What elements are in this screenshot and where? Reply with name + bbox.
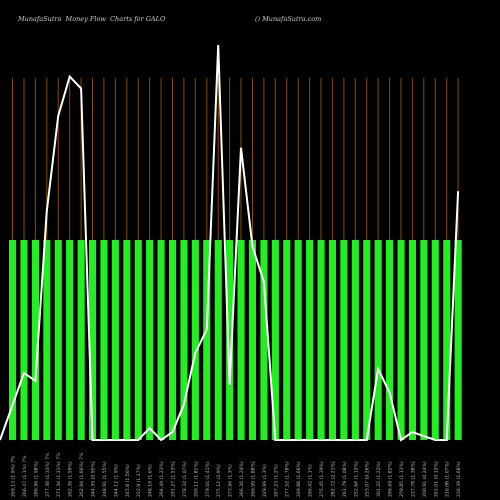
x-tick-label: 275.45 (1.39%) — [319, 461, 325, 497]
x-tick-label: 252.64 (1.12%) — [353, 461, 359, 497]
x-tick-label: 262.36 (1.99%) — [68, 461, 74, 497]
money-flow-bar — [191, 240, 199, 440]
money-flow-bar — [340, 240, 348, 440]
money-flow-bar — [66, 240, 74, 440]
x-tick-label: 222.9 (1.17%) — [136, 464, 142, 497]
money-flow-bar — [443, 240, 451, 440]
money-flow-bar — [20, 240, 28, 440]
money-flow-bar — [100, 240, 108, 440]
x-tick-label: 266.42 (1.1%) — [308, 464, 314, 497]
x-tick-label: 279.04 (1.41%) — [205, 461, 211, 497]
money-flow-bar — [146, 240, 154, 440]
money-flow-bars — [9, 240, 462, 440]
x-tick-label: 296.69 (1.82%) — [388, 461, 394, 497]
x-tick-label: 261.79 (1.08%) — [342, 461, 348, 497]
grid-lines — [12, 78, 459, 240]
money-flow-bar — [134, 240, 142, 440]
x-tick-label: 236.39 (1.68%) — [456, 461, 462, 497]
money-flow-bar — [9, 240, 17, 440]
money-flow-bar — [89, 240, 97, 440]
money-flow-bar — [260, 240, 268, 440]
x-axis-tick-labels: 269.13 (1.9%) 7% 266.47 (1.1%) 7% 286.96 (… — [11, 452, 463, 497]
x-tick-label: 253.07 (0.26%) — [365, 461, 371, 497]
money-flow-bar — [248, 240, 256, 440]
money-flow-bar — [374, 240, 382, 440]
money-flow-bar — [317, 240, 325, 440]
money-flow-bar — [180, 240, 188, 440]
x-tick-label: 286.96 (1.98%) — [33, 461, 39, 497]
x-tick-label: 266.47 (1.1%) 7% — [22, 455, 28, 497]
x-tick-label: 271.34 (1.31%) 7% — [56, 452, 62, 497]
money-flow-bar — [351, 240, 359, 440]
x-tick-label: 267.23 (1.2%) — [273, 464, 279, 497]
x-tick-label: 248.16 (1.6%) — [148, 464, 154, 497]
money-flow-bar — [237, 240, 245, 440]
x-tick-label: 277.52 (1.78%) — [285, 461, 291, 497]
money-flow-bar — [408, 240, 416, 440]
money-flow-bar — [111, 240, 119, 440]
money-flow-bar — [77, 240, 85, 440]
x-tick-label: 248.91 (1.55%) — [102, 461, 108, 497]
x-tick-label: 269.88 (1.66%) — [296, 461, 302, 497]
x-tick-label: 273.94 (1.3%) — [228, 464, 234, 497]
x-tick-label: 244.39 (0.95%) — [91, 461, 97, 497]
x-tick-label: 278.32 (1.07%) — [182, 461, 188, 497]
money-flow-bar — [454, 240, 462, 440]
money-flow-bar — [306, 240, 314, 440]
money-flow-bar — [397, 240, 405, 440]
x-tick-label: 294.49 (1.23%) — [159, 461, 165, 497]
x-tick-label: 269.13 (1.9%) 7% — [11, 455, 17, 497]
money-flow-bar — [294, 240, 302, 440]
money-flow-bar — [363, 240, 371, 440]
money-flow-bar — [31, 240, 39, 440]
money-flow-bar — [123, 240, 131, 440]
money-flow-bar — [43, 240, 51, 440]
x-tick-label: 245.8 (1.56%) — [125, 464, 131, 497]
money-flow-bar — [214, 240, 222, 440]
money-flow-bar — [283, 240, 291, 440]
x-tick-label: 277.38 (1.33%) 7% — [45, 452, 51, 497]
money-flow-bar — [431, 240, 439, 440]
x-tick-label: 259.85 (1.13%) — [399, 461, 405, 497]
site-credit: () MunafaSutra.com — [255, 15, 322, 23]
money-flow-bar — [386, 240, 394, 440]
x-tick-label: 216.08 (1.07%) — [445, 461, 451, 497]
x-tick-label: 301.22 (1.22%) — [376, 461, 382, 497]
money-flow-bar — [420, 240, 428, 440]
x-tick-label: 291.27 (1.53%) — [171, 461, 177, 497]
x-tick-label: 266.99 (1.88%) — [251, 461, 257, 497]
x-tick-label: 262.94 (1.86%) 7% — [79, 452, 85, 497]
x-tick-label: 275.12 (2.9%) — [216, 464, 222, 497]
x-tick-label: 200.91 (0.24%) — [422, 461, 428, 497]
money-flow-bar — [226, 240, 234, 440]
x-tick-label: 237.78 (1.38%) — [410, 461, 416, 497]
chart-title: MunafaSutra Money Flow Charts for GALO — [18, 15, 166, 23]
x-tick-label: 282.72 (2.21%) — [330, 461, 336, 497]
x-tick-label: 229.99 (1.3%) — [262, 464, 268, 497]
money-flow-bar — [203, 240, 211, 440]
x-tick-label: 290.11 (1.81%) — [193, 461, 199, 497]
money-flow-bar — [169, 240, 177, 440]
x-tick-label: 266.26 (1.24%) — [239, 461, 245, 497]
x-tick-label: 261.01 (0.12%) — [433, 461, 439, 497]
money-flow-bar — [54, 240, 62, 440]
money-flow-line — [0, 44, 460, 442]
money-flow-bar — [328, 240, 336, 440]
money-flow-bar — [157, 240, 165, 440]
money-flow-bar — [271, 240, 279, 440]
x-tick-label: 244.12 (1.9%) — [113, 464, 119, 497]
